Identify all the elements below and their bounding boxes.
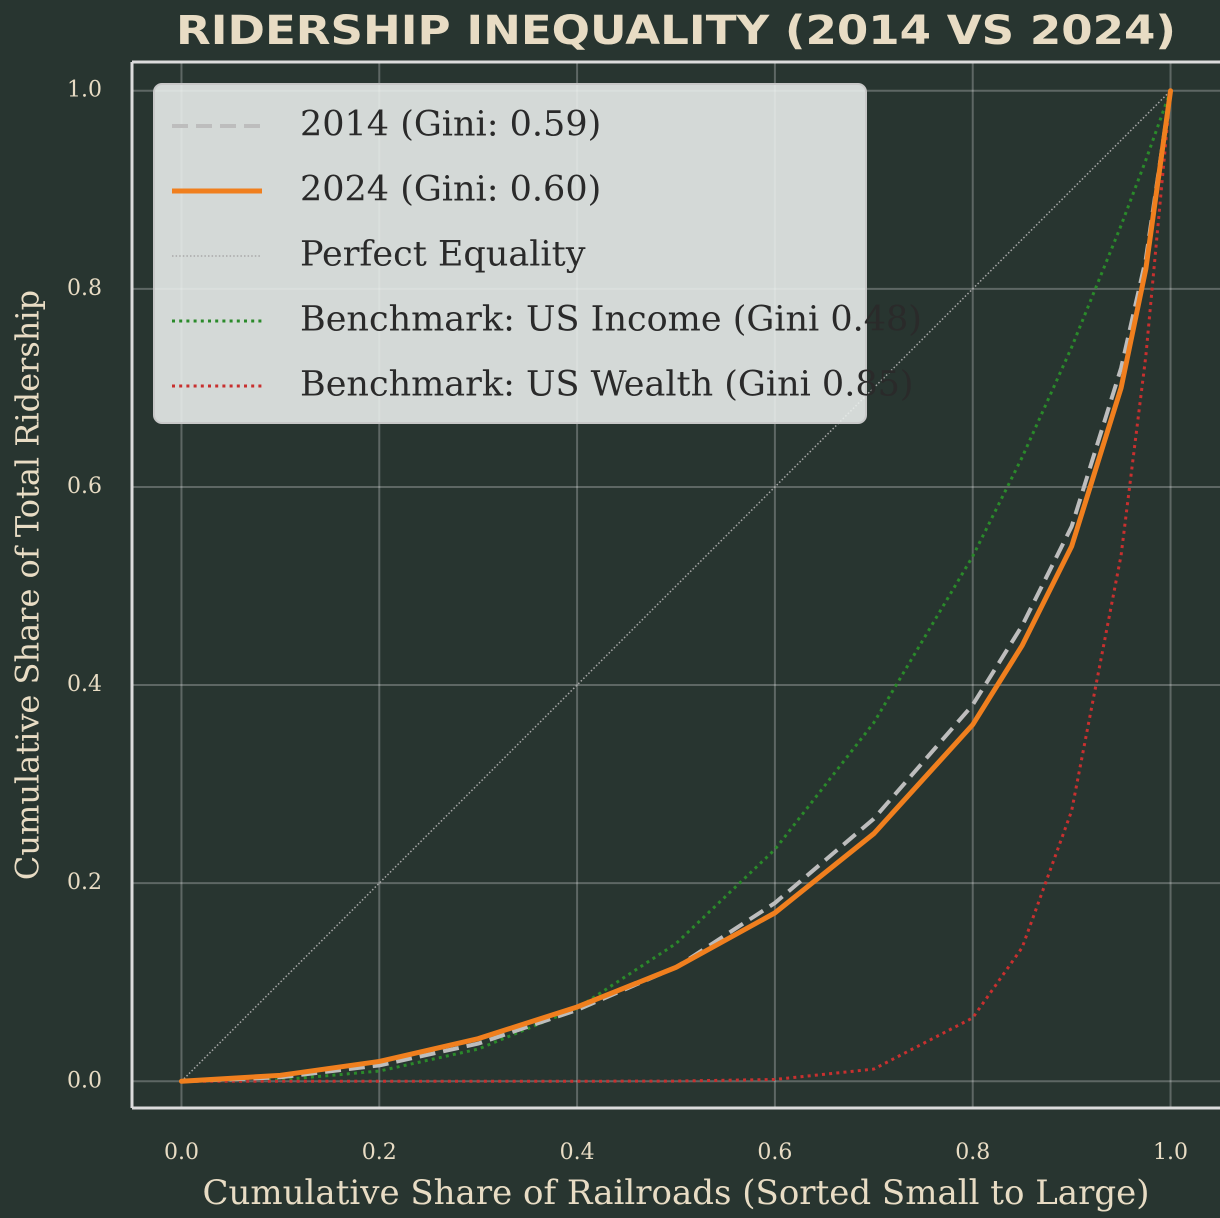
legend-box bbox=[153, 83, 867, 424]
y-tick-label: 0.0 bbox=[67, 1068, 102, 1093]
x-tick-label: 1.0 bbox=[1153, 1140, 1188, 1165]
x-tick-label: 0.4 bbox=[560, 1140, 595, 1165]
series-line bbox=[181, 90, 1172, 1083]
plot-lines bbox=[178, 88, 1174, 1084]
series-line bbox=[180, 90, 1172, 1082]
legend-label: Benchmark: US Income (Gini 0.48) bbox=[300, 300, 922, 340]
x-tick-label: 0.8 bbox=[955, 1140, 990, 1165]
series-line bbox=[181, 90, 1173, 1084]
legend-label: 2014 (Gini: 0.59) bbox=[300, 105, 601, 145]
x-axis-label: Cumulative Share of Railroads (Sorted Sm… bbox=[203, 1173, 1150, 1213]
legend-label: Benchmark: US Wealth (Gini 0.85) bbox=[300, 365, 914, 405]
y-tick-label: 0.2 bbox=[67, 870, 102, 895]
y-axis-label: Cumulative Share of Total Ridership bbox=[9, 290, 47, 880]
x-tick-label: 0.2 bbox=[362, 1140, 397, 1165]
y-tick-label: 0.6 bbox=[67, 474, 102, 499]
y-tick-label: 0.8 bbox=[67, 276, 102, 301]
legend-label: Perfect Equality bbox=[300, 235, 586, 275]
y-tick-label: 0.4 bbox=[67, 672, 102, 697]
series-line bbox=[181, 90, 1173, 1083]
legend-label: 2024 (Gini: 0.60) bbox=[300, 170, 601, 210]
spines bbox=[130, 60, 1220, 1110]
series-line bbox=[178, 88, 1174, 1084]
x-tick-label: 0.6 bbox=[757, 1140, 792, 1165]
x-tick-label: 0.0 bbox=[164, 1140, 199, 1165]
y-tick-label: 1.0 bbox=[67, 78, 102, 103]
chart-title: RIDERSHIP INEQUALITY (2014 VS 2024) bbox=[176, 8, 1176, 54]
legend: 2014 (Gini: 0.59) 2024 (Gini: 0.60) Perfec… bbox=[153, 83, 922, 424]
